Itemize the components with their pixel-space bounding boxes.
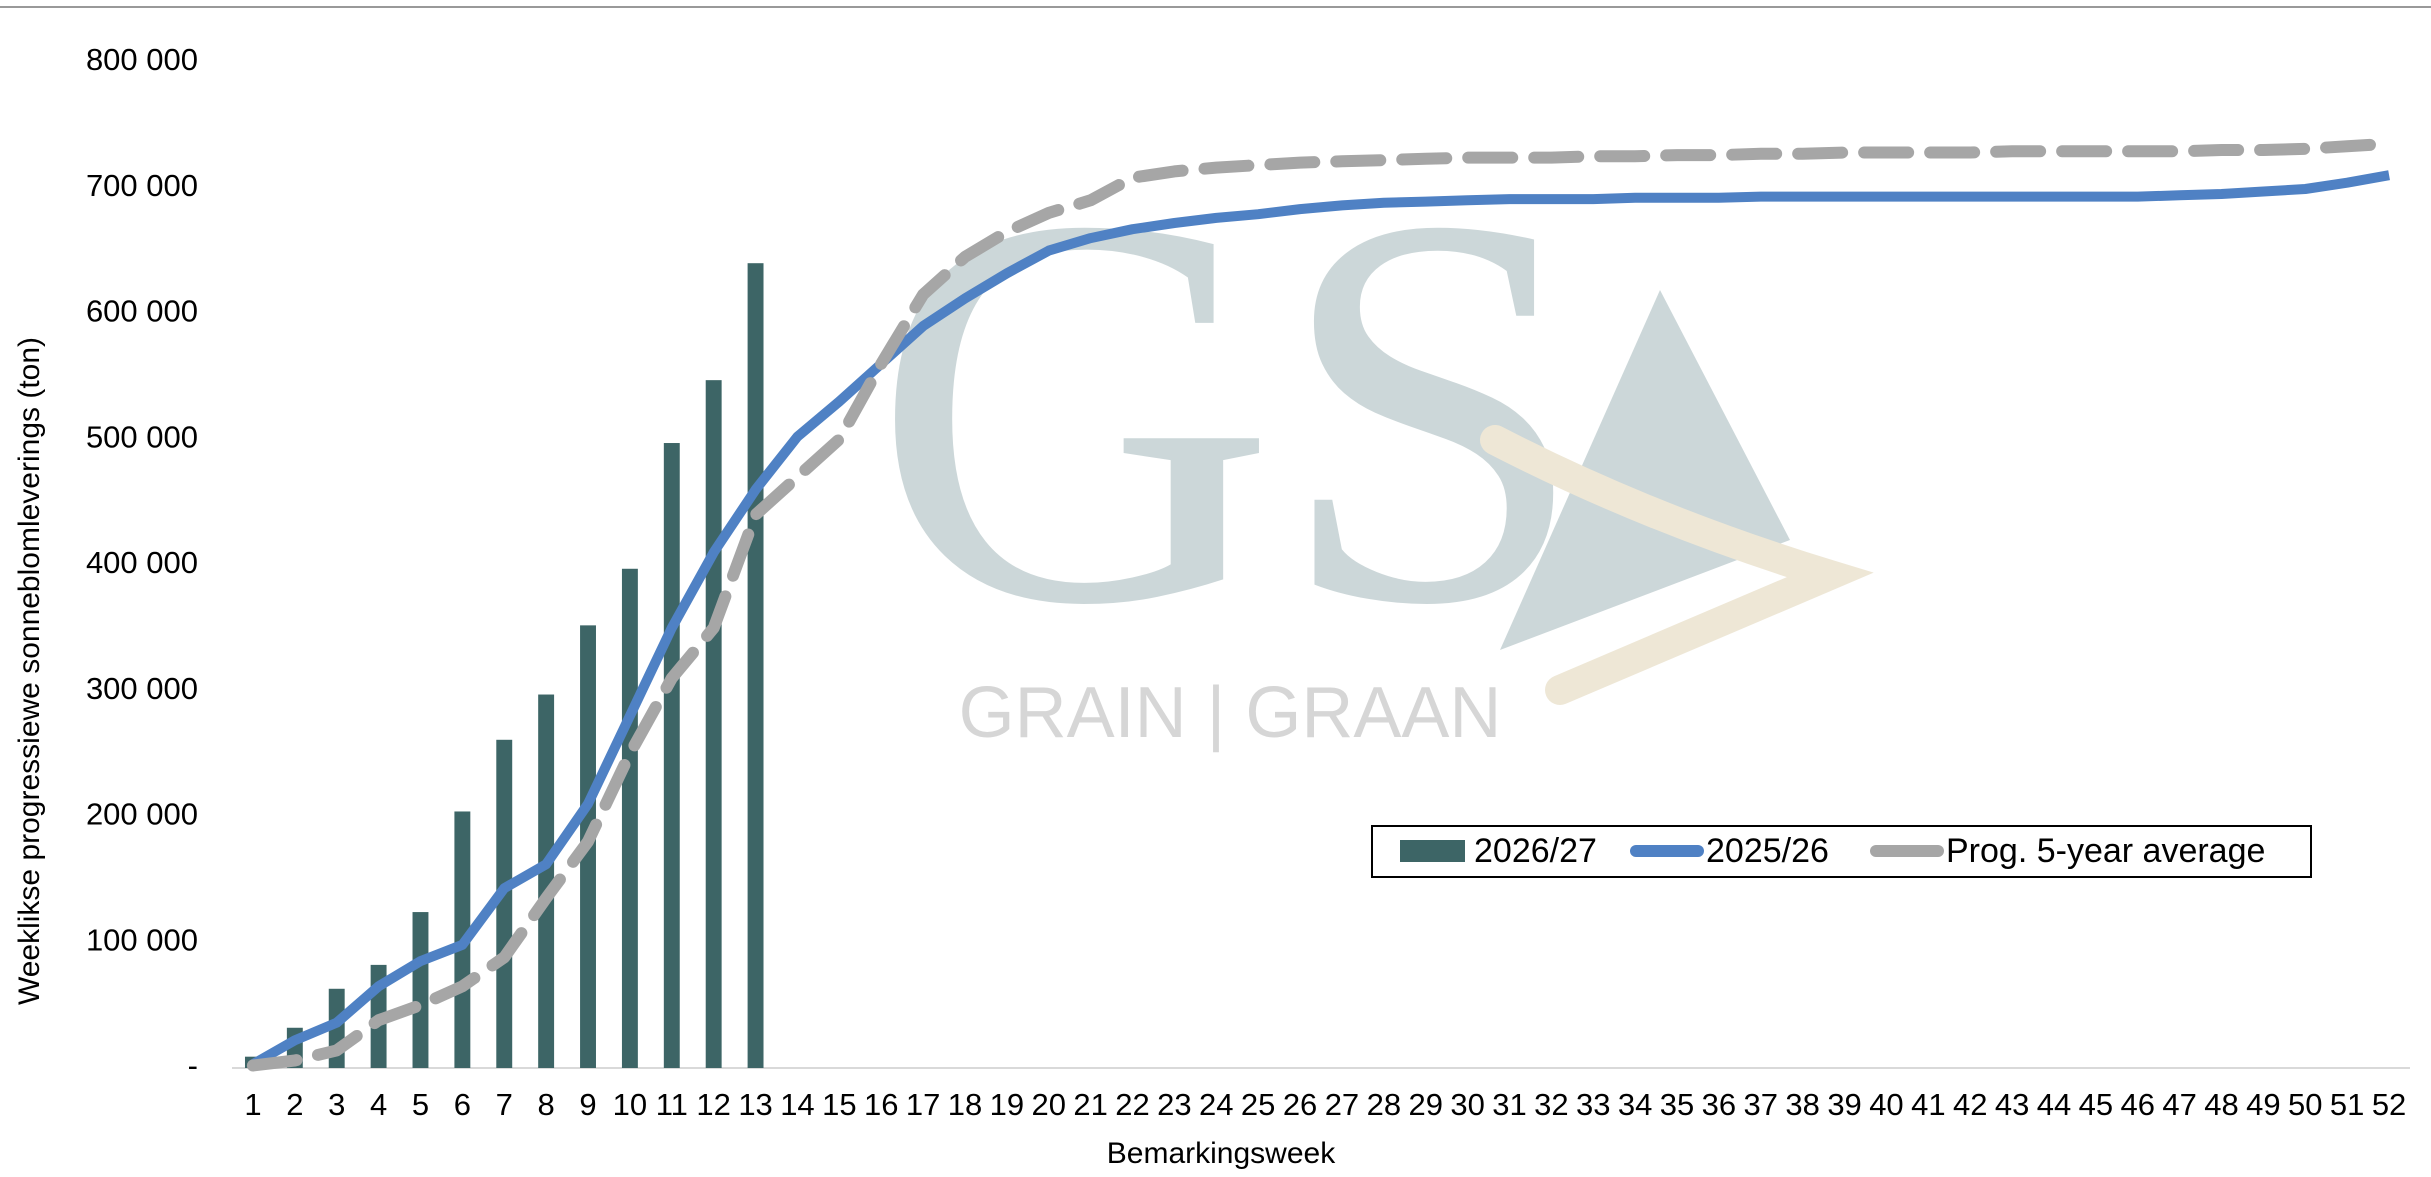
y-tick-label: 100 000: [86, 922, 198, 957]
x-tick-label: 40: [1869, 1087, 1903, 1122]
bar: [538, 694, 555, 1068]
x-tick-label: 34: [1618, 1087, 1652, 1122]
x-tick-label: 38: [1785, 1087, 1819, 1122]
x-tick-label: 9: [579, 1087, 596, 1122]
x-tick-label: 51: [2330, 1087, 2364, 1122]
x-tick-label: 8: [538, 1087, 555, 1122]
x-tick-label: 43: [1995, 1087, 2029, 1122]
y-tick-label: 500 000: [86, 419, 198, 454]
x-tick-label: 24: [1199, 1087, 1233, 1122]
x-tick-label: 1: [244, 1087, 261, 1122]
x-tick-label: 3: [328, 1087, 345, 1122]
legend-swatch: [1400, 840, 1465, 862]
legend-label: 2026/27: [1474, 832, 1597, 870]
y-tick-label: -: [188, 1048, 198, 1083]
bar: [705, 380, 722, 1069]
y-tick-label: 200 000: [86, 797, 198, 832]
x-tick-label: 32: [1534, 1087, 1568, 1122]
x-tick-label: 37: [1744, 1087, 1778, 1122]
x-tick-label: 11: [656, 1087, 688, 1122]
x-tick-label: 46: [2121, 1087, 2155, 1122]
x-tick-label: 14: [780, 1087, 814, 1122]
legend-box: [1371, 825, 2312, 878]
x-tick-label: 21: [1073, 1087, 1107, 1122]
y-tick-label: 700 000: [86, 168, 198, 203]
x-tick-label: 15: [822, 1087, 856, 1122]
x-tick-label: 19: [990, 1087, 1024, 1122]
x-tick-label: 10: [613, 1087, 647, 1122]
x-tick-label: 26: [1283, 1087, 1317, 1122]
x-tick-label: 45: [2079, 1087, 2113, 1122]
x-tick-label: 17: [906, 1087, 940, 1122]
x-tick-label: 44: [2037, 1087, 2071, 1122]
y-tick-label: 400 000: [86, 545, 198, 580]
x-tick-label: 25: [1241, 1087, 1275, 1122]
x-tick-label: 49: [2246, 1087, 2280, 1122]
x-tick-label: 41: [1911, 1087, 1945, 1122]
x-tick-label: 50: [2288, 1087, 2322, 1122]
x-tick-label: 31: [1492, 1087, 1526, 1122]
x-tick-label: 5: [412, 1087, 429, 1122]
watermark-swoosh: [1480, 425, 1874, 705]
bar: [496, 739, 513, 1068]
x-tick-label: 20: [1032, 1087, 1066, 1122]
watermark-triangle: [1500, 290, 1790, 650]
x-tick-label: 30: [1450, 1087, 1484, 1122]
x-tick-label: 6: [454, 1087, 471, 1122]
x-tick-label: 42: [1953, 1087, 1987, 1122]
x-tick-label: 48: [2204, 1087, 2238, 1122]
line-series: [246, 137, 2396, 1072]
x-axis-title: Bemarkingsweek: [1107, 1137, 1336, 1170]
legend-label: Prog. 5-year average: [1946, 832, 2265, 870]
x-tick-label: 35: [1660, 1087, 1694, 1122]
line-series: [250, 170, 2390, 1069]
x-tick-label: 27: [1325, 1087, 1359, 1122]
x-tick-label: 28: [1367, 1087, 1401, 1122]
y-tick-label: 800 000: [86, 42, 198, 77]
x-tick-label: 16: [864, 1087, 898, 1122]
x-tick-label: 7: [496, 1087, 513, 1122]
x-tick-label: 22: [1115, 1087, 1149, 1122]
x-tick-label: 52: [2372, 1087, 2406, 1122]
bar: [663, 443, 680, 1069]
x-tick-label: 47: [2162, 1087, 2196, 1122]
y-tick-label: 600 000: [86, 294, 198, 329]
x-tick-label: 12: [696, 1087, 730, 1122]
x-tick-label: 29: [1408, 1087, 1442, 1122]
watermark-tagline: GRAIN | GRAAN: [959, 673, 1502, 753]
y-tick-label: 300 000: [86, 671, 198, 706]
x-tick-label: 2: [286, 1087, 303, 1122]
watermark-logo: GS: [872, 101, 1588, 721]
x-tick-label: 23: [1157, 1087, 1191, 1122]
bar: [747, 263, 764, 1068]
bar: [412, 912, 429, 1068]
x-tick-label: 13: [738, 1087, 772, 1122]
bar: [621, 568, 638, 1068]
x-tick-label: 18: [948, 1087, 982, 1122]
x-tick-label: 4: [370, 1087, 387, 1122]
x-tick-label: 33: [1576, 1087, 1610, 1122]
y-axis-title: Weeklikse progressiewe sonneblomlevering…: [13, 337, 46, 1005]
x-tick-label: 39: [1827, 1087, 1861, 1122]
x-tick-label: 36: [1702, 1087, 1736, 1122]
legend-label: 2025/26: [1706, 832, 1829, 870]
